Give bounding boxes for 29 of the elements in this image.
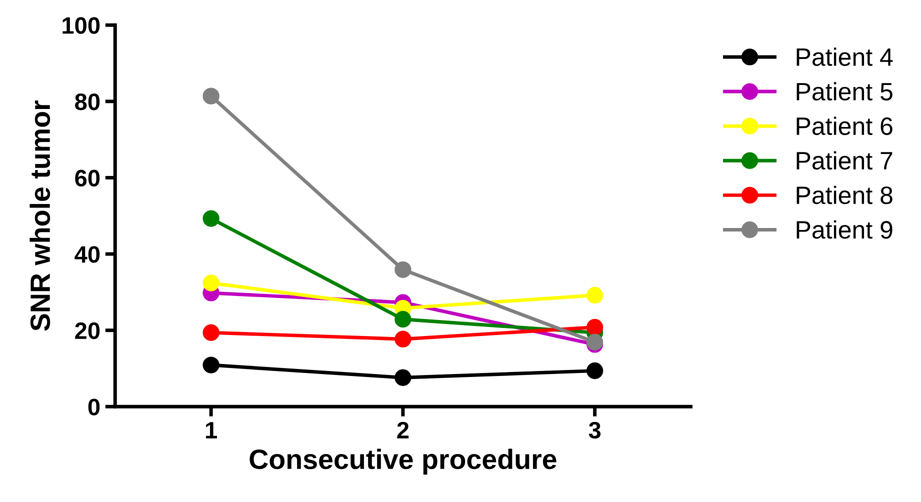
point: [202, 210, 220, 227]
legend-label: Patient 5: [796, 82, 892, 101]
point: [202, 88, 220, 104]
point: [394, 261, 412, 278]
point: [202, 274, 220, 292]
point: [394, 330, 412, 348]
y-tick-label: 40: [74, 246, 100, 263]
legend-label: Patient 4: [796, 48, 893, 66]
x-tick-label: 3: [588, 422, 601, 439]
y-tick-label: 0: [88, 398, 100, 416]
point: [202, 324, 220, 341]
y-tick-label: 60: [75, 170, 100, 186]
point: [202, 356, 220, 374]
point: [394, 369, 412, 386]
x-tick-label: 2: [397, 422, 409, 438]
point: [586, 362, 604, 380]
point: [394, 310, 412, 328]
y-axis-title: SNR whole tumor: [30, 100, 50, 331]
legend-label: Patient 6: [796, 116, 892, 136]
legend-label: Patient 9: [796, 220, 892, 239]
point: [586, 318, 604, 336]
legend-label: Patient 8: [796, 186, 892, 204]
x-axis-title: Consecutive procedure: [250, 448, 556, 475]
y-tick-label: 20: [75, 322, 100, 340]
y-tick-label: 80: [75, 93, 100, 110]
x-tick-label: 1: [206, 422, 217, 438]
y-tick-label: 100: [62, 17, 100, 34]
legend-label: Patient 7: [796, 151, 892, 170]
point: [586, 286, 604, 304]
